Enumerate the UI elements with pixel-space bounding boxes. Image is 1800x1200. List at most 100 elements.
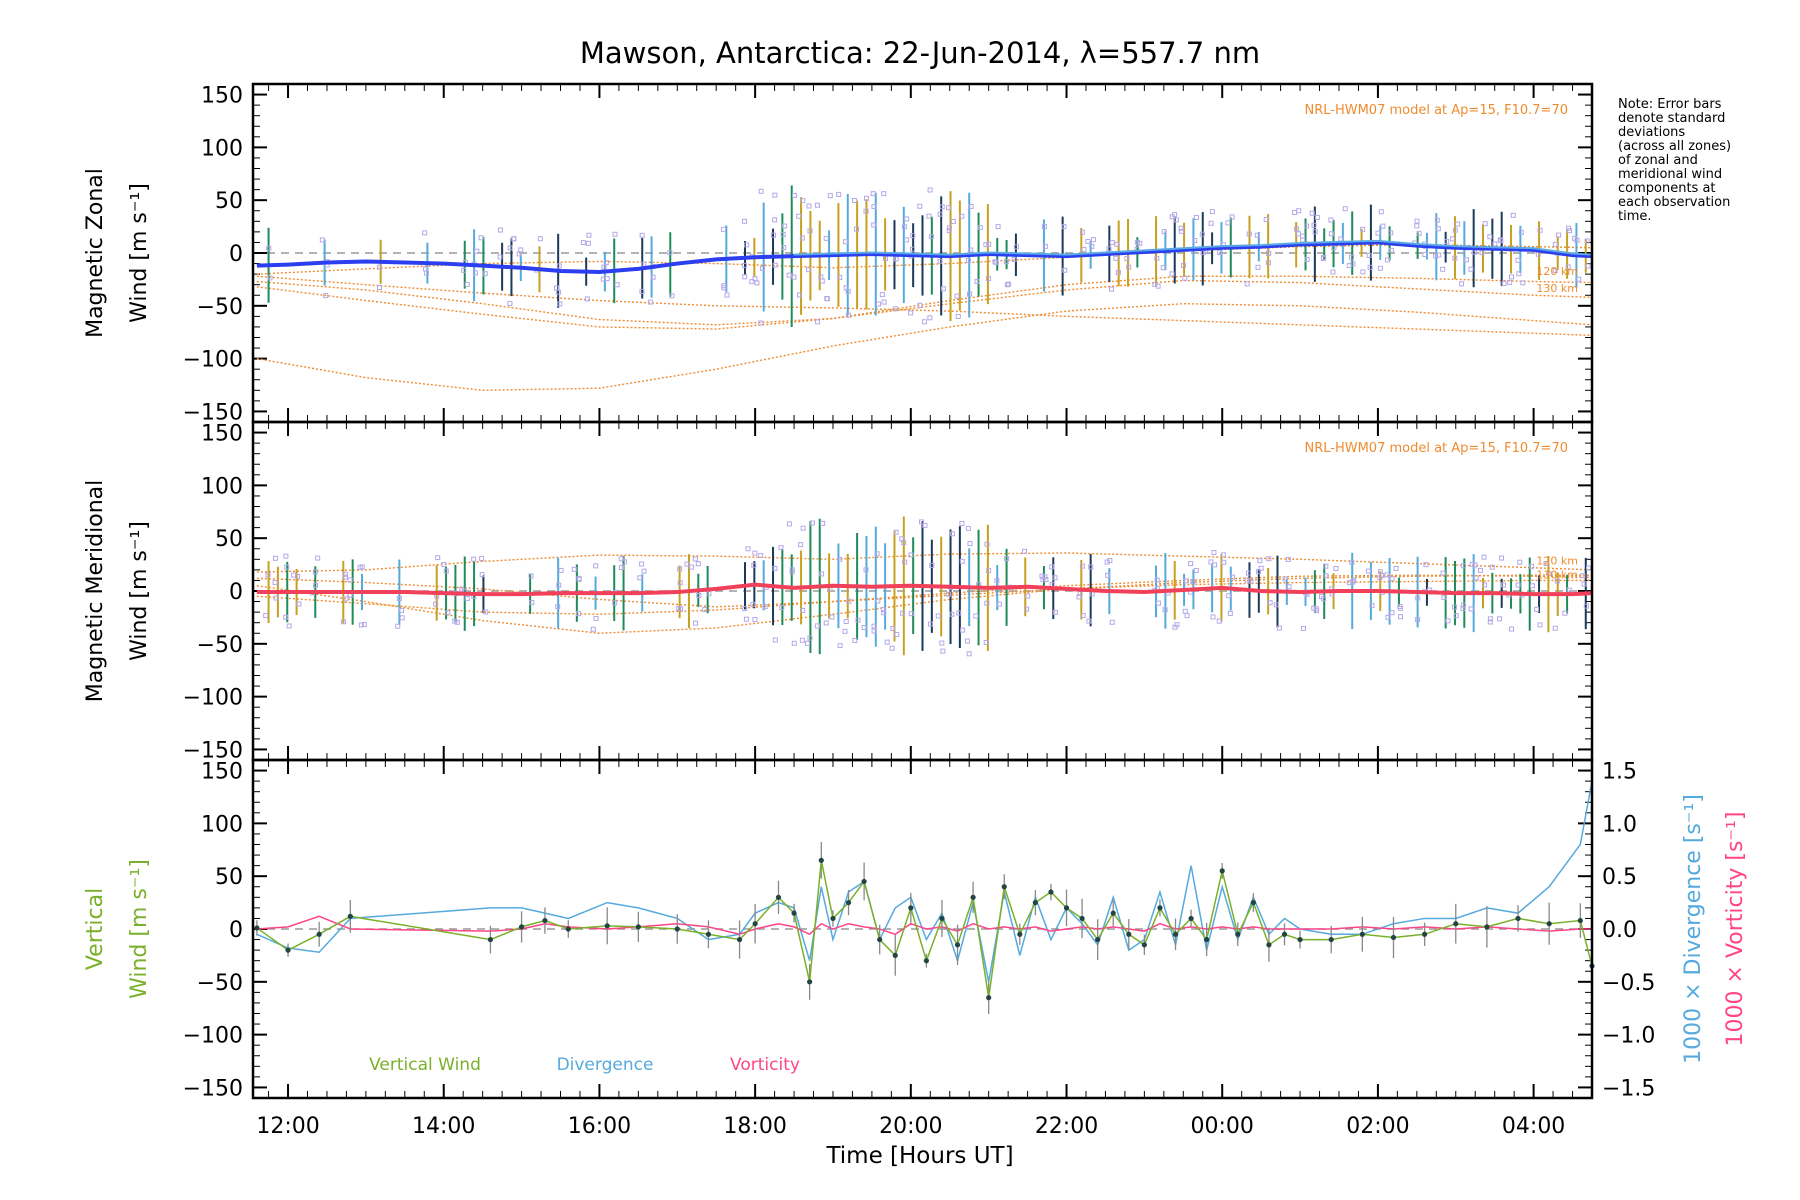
scatter-square [1311, 605, 1317, 611]
scatter-square [1109, 286, 1115, 292]
scatter-square [1349, 254, 1355, 260]
scatter-square [960, 627, 966, 633]
scatter-square [1415, 595, 1421, 601]
panel-zonal: 150 100 50 0 −50 −100 −150 Magnetic Zonal Wind [… [83, 82, 1594, 425]
scatter-square [1583, 603, 1589, 609]
scatter-square [291, 572, 297, 578]
scatter-square [1024, 606, 1030, 612]
scatter-square [1507, 279, 1513, 285]
scatter-square [1162, 607, 1168, 613]
scatter-square [575, 611, 581, 617]
y-tick-label: 50 [215, 865, 243, 890]
scatter-square [1328, 217, 1334, 223]
scatter-square [601, 264, 607, 270]
scatter-square [1459, 281, 1465, 287]
vertical-wind-point [347, 913, 353, 919]
scatter-square [1468, 606, 1474, 612]
scatter-square [1460, 605, 1466, 611]
scatter-square [1229, 214, 1235, 220]
scatter-square [1294, 226, 1300, 232]
scatter-square [781, 245, 787, 251]
vertical-wind-point [1390, 934, 1397, 941]
scatter-square [650, 274, 656, 280]
scatter-square [1397, 603, 1403, 609]
scatter-square [875, 598, 881, 604]
divergence-axis-label: 1000 × Divergence [s⁻¹] [1681, 794, 1706, 1064]
scatter-square [1255, 264, 1261, 270]
scatter-square [1079, 563, 1085, 569]
scatter-square [461, 267, 467, 273]
scatter-square [1006, 281, 1012, 287]
y-tick-label: −50 [197, 633, 243, 658]
scatter-square [1062, 267, 1068, 273]
scatter-square [639, 561, 645, 567]
y-tick-label: −50 [197, 971, 243, 996]
scatter-square [507, 300, 513, 306]
scatter-square [1304, 256, 1310, 262]
scatter-square [358, 622, 364, 628]
scatter-square [1416, 230, 1422, 236]
x-axis-label: Time [Hours UT] [825, 1143, 1013, 1169]
vertical-wind-point [1328, 936, 1334, 943]
scatter-square [809, 520, 815, 526]
scatter-square [893, 529, 899, 535]
scatter-square [1216, 618, 1222, 624]
scatter-square [927, 315, 933, 321]
model-curve [256, 243, 1593, 275]
vertical-wind-point [518, 924, 525, 930]
legend-entry: Divergence [557, 1055, 654, 1075]
scatter-square [927, 621, 933, 627]
scatter-square [1043, 577, 1049, 583]
scatter-square [283, 553, 289, 559]
scatter-square [1155, 283, 1161, 289]
scatter-square [593, 563, 599, 569]
vertical-wind-point [818, 857, 824, 863]
scatter-square [1379, 573, 1385, 579]
scatter-square [1041, 224, 1047, 230]
note-line: deviations [1618, 125, 1686, 140]
vertical-wind-point [316, 931, 322, 937]
scatter-square [870, 191, 876, 197]
scatter-square [1501, 582, 1507, 588]
y-tick-label: 100 [201, 136, 243, 161]
scatter-square [695, 561, 701, 567]
vertical-wind-point [791, 910, 797, 916]
scatter-square [1460, 602, 1466, 608]
note-line: (across all zones) [1618, 139, 1732, 154]
scatter-square [511, 236, 517, 242]
scatter-square [471, 556, 477, 562]
scatter-square [863, 208, 869, 214]
scatter-square [1212, 562, 1218, 568]
scatter-square [1126, 264, 1132, 270]
scatter-square [1258, 565, 1264, 571]
scatter-square [586, 232, 592, 238]
scatter-square [904, 216, 910, 222]
scatter-square [639, 288, 645, 294]
scatter-square [1245, 570, 1251, 576]
scatter-square [1178, 225, 1184, 231]
scatter-square [1529, 563, 1535, 569]
scatter-square [528, 573, 534, 579]
scatter-square [967, 291, 973, 297]
scatter-square [871, 203, 877, 209]
scatter-square [1422, 252, 1428, 258]
scatter-square [742, 274, 748, 280]
scatter-square [1565, 264, 1571, 270]
note-line: time. [1618, 209, 1652, 224]
scatter-square [1360, 269, 1366, 275]
scatter-square [749, 279, 755, 285]
scatter-square [1227, 610, 1233, 616]
vertical-wind-point [1017, 931, 1023, 937]
scatter-square [263, 613, 269, 619]
scatter-square [751, 562, 757, 568]
scatter-square [1377, 265, 1383, 271]
vertical-wind-point [1095, 936, 1101, 943]
scatter-square [772, 217, 778, 223]
scatter-square [265, 572, 271, 578]
scatter-square [612, 231, 618, 237]
scatter-square [1039, 573, 1045, 579]
scatter-square [845, 312, 851, 318]
vertical-wind-point [1546, 921, 1552, 927]
scatter-square [1210, 614, 1216, 620]
scatter-square [758, 320, 764, 326]
